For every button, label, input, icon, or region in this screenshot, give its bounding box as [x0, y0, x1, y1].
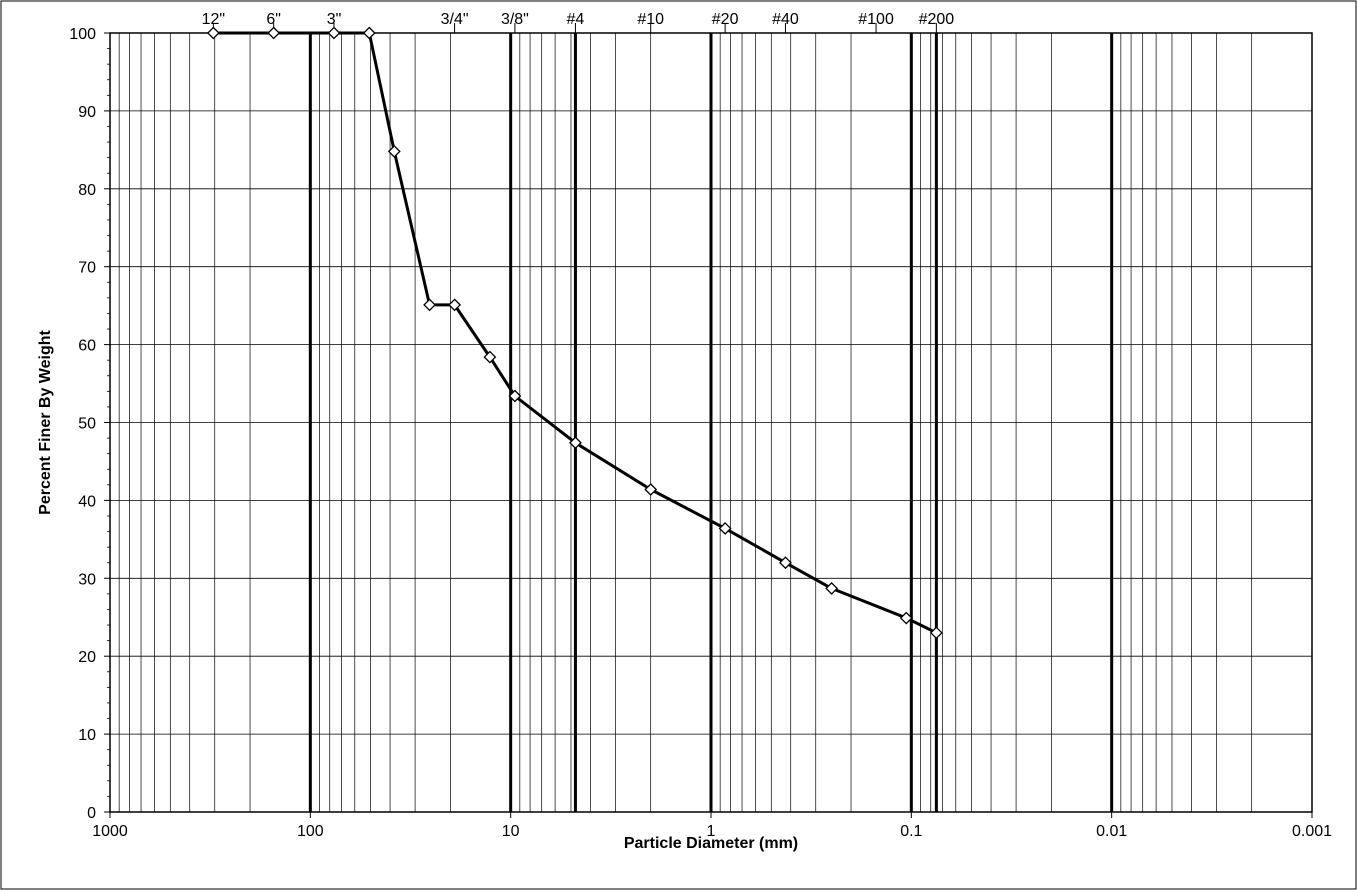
x-tick-label: 0.001 — [1292, 823, 1332, 840]
series-line — [213, 31, 938, 635]
data-point — [448, 298, 462, 312]
x-tick-label: 1000 — [92, 823, 128, 840]
x-tick-label: 0.01 — [1096, 823, 1127, 840]
x-tick-label: 1 — [707, 823, 716, 840]
sieve-label: 3" — [327, 11, 342, 28]
sieve-label: #10 — [637, 11, 664, 28]
y-tick-label: 80 — [78, 182, 96, 199]
x-tick-label: 0.1 — [900, 823, 922, 840]
data-point — [267, 26, 281, 40]
y-tick-label: 20 — [78, 649, 96, 666]
y-tick-label: 50 — [78, 416, 96, 433]
sieve-labels: 12" 6" 3" 3/4" 3/8" #4 #10 #20 #40 #100 #200 — [202, 11, 955, 33]
data-point — [718, 522, 732, 535]
data-point — [423, 298, 436, 312]
sieve-label: 6" — [266, 11, 281, 28]
gradation-series — [206, 26, 943, 640]
sieve-label: #100 — [858, 11, 894, 28]
plot-area-frame — [109, 32, 1313, 813]
data-point — [569, 436, 582, 450]
sieve-label: #200 — [919, 11, 955, 28]
y-tick-label: 100 — [69, 26, 96, 43]
y-tick-label: 0 — [87, 805, 96, 822]
sieve-label: #20 — [712, 11, 739, 28]
sieve-label: 3/4" — [441, 11, 469, 28]
sieve-label: #40 — [772, 11, 799, 28]
sieve-label: 12" — [202, 11, 225, 28]
y-tick-label: 70 — [78, 260, 96, 277]
x-tick-label: 10 — [502, 823, 520, 840]
y-tick-label: 40 — [78, 493, 96, 510]
data-point — [779, 556, 792, 570]
data-point — [206, 26, 220, 40]
y-axis-title: Percent Finer By Weight — [37, 330, 54, 515]
data-point — [644, 483, 658, 496]
data-point — [483, 350, 497, 364]
x-tick-labels: 1000 100 10 1 0.1 0.01 0.001 — [92, 823, 1332, 840]
y-tick-label: 90 — [78, 104, 96, 121]
data-point — [825, 582, 839, 595]
data-point — [327, 26, 341, 40]
y-tick-label: 30 — [78, 571, 96, 588]
data-point — [362, 26, 376, 40]
data-point — [929, 626, 943, 640]
x-tick-label: 100 — [297, 823, 324, 840]
data-point — [899, 611, 913, 625]
sieve-label: #4 — [567, 11, 585, 28]
y-tick-label: 10 — [78, 727, 96, 744]
sieve-label: 3/8" — [501, 11, 529, 28]
data-point — [387, 144, 401, 158]
data-point — [508, 389, 522, 403]
x-axis-title: Particle Diameter (mm) — [624, 835, 798, 852]
y-tick-label: 60 — [78, 338, 96, 355]
y-tick-labels: 0 10 20 30 40 50 60 70 80 90 100 — [69, 26, 96, 822]
